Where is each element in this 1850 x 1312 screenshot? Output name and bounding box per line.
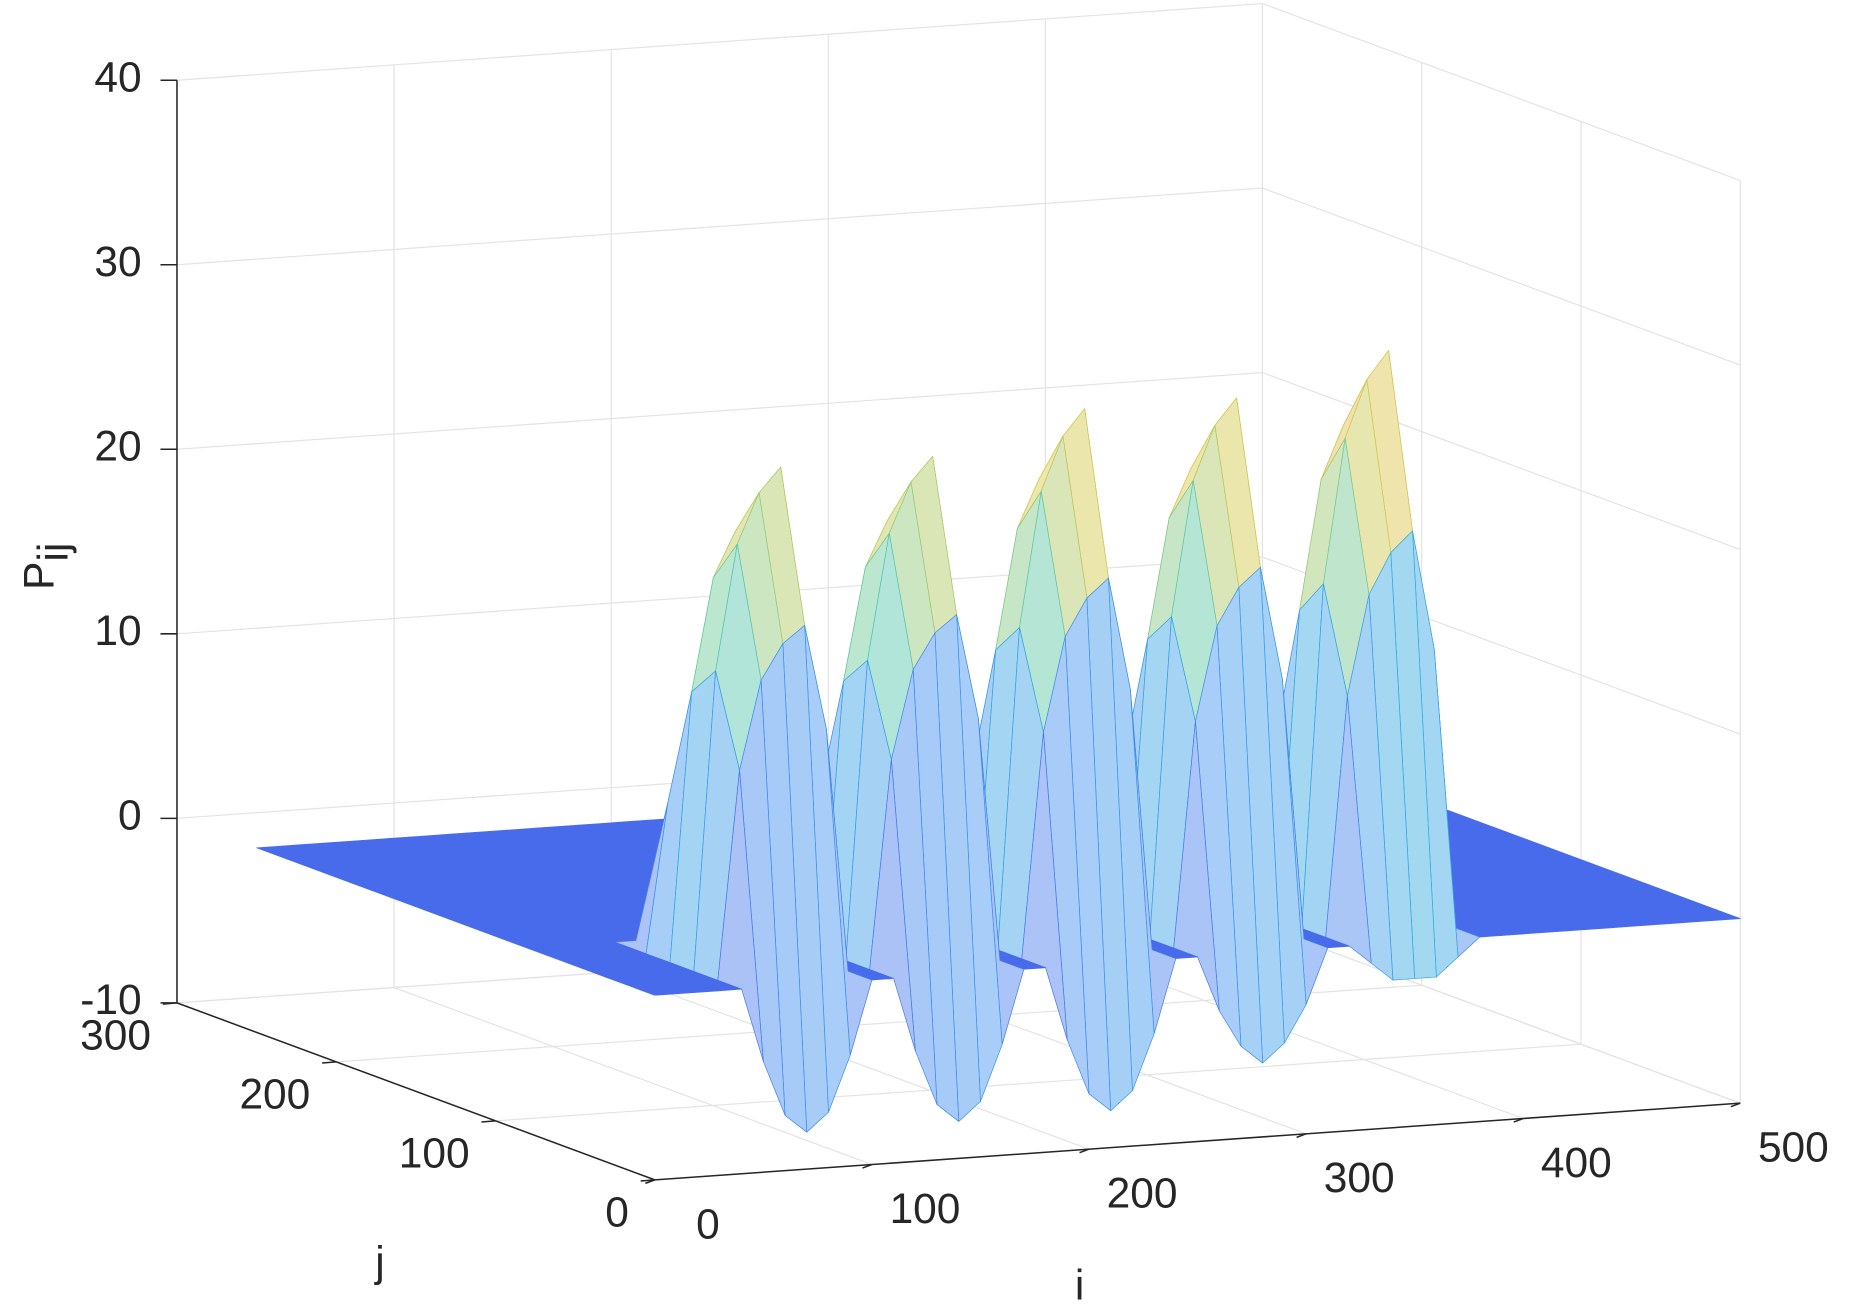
z-tick-label: 10 — [94, 607, 141, 654]
z-tick-label: 20 — [94, 423, 141, 470]
x-tick-label: 200 — [1107, 1170, 1178, 1217]
surface-cell — [630, 984, 677, 996]
y-axis-label: j — [373, 1238, 384, 1285]
x-tick-label: 100 — [890, 1185, 961, 1232]
y-tick-label: 100 — [399, 1129, 470, 1176]
z-tick-label: 0 — [118, 792, 142, 839]
x-tick-label: 400 — [1541, 1139, 1612, 1186]
z-axis-label-base: P — [16, 562, 63, 590]
z-tick-label: 40 — [94, 53, 141, 100]
grid-line — [1262, 925, 1741, 1104]
z-tick-label: 30 — [94, 238, 141, 285]
x-tick-label: 0 — [696, 1200, 720, 1247]
grid-line — [393, 986, 873, 1166]
grid-line — [495, 1043, 1582, 1122]
y-axis-line — [176, 1002, 656, 1181]
x-tick — [1513, 1117, 1524, 1123]
grid-line — [610, 971, 1090, 1150]
y-tick-label: 300 — [80, 1011, 151, 1058]
x-tick — [1079, 1148, 1090, 1154]
x-axis-line — [654, 1102, 1741, 1181]
y-tick — [640, 1179, 655, 1182]
grid-line — [1262, 372, 1741, 551]
grid-line — [1262, 2, 1741, 182]
grid-line — [176, 372, 1263, 450]
x-axis-label: i — [1075, 1262, 1084, 1309]
y-tick-label: 200 — [239, 1070, 310, 1117]
y-tick-label: 0 — [605, 1188, 629, 1235]
grid-line — [1262, 187, 1741, 366]
grid-line — [176, 187, 1263, 266]
y-tick — [481, 1120, 496, 1123]
grid-line — [176, 2, 1263, 81]
y-tick — [322, 1061, 337, 1064]
x-tick-label: 500 — [1758, 1124, 1829, 1171]
x-tick — [862, 1163, 873, 1169]
x-tick-label: 300 — [1324, 1154, 1395, 1201]
z-axis-label-sub: ij — [30, 543, 77, 562]
z-tick-label: -10 — [80, 976, 141, 1023]
z-axis-label: Pij — [16, 543, 77, 590]
x-tick — [1296, 1133, 1307, 1139]
x-tick — [1730, 1102, 1741, 1108]
surface — [256, 350, 1741, 1133]
